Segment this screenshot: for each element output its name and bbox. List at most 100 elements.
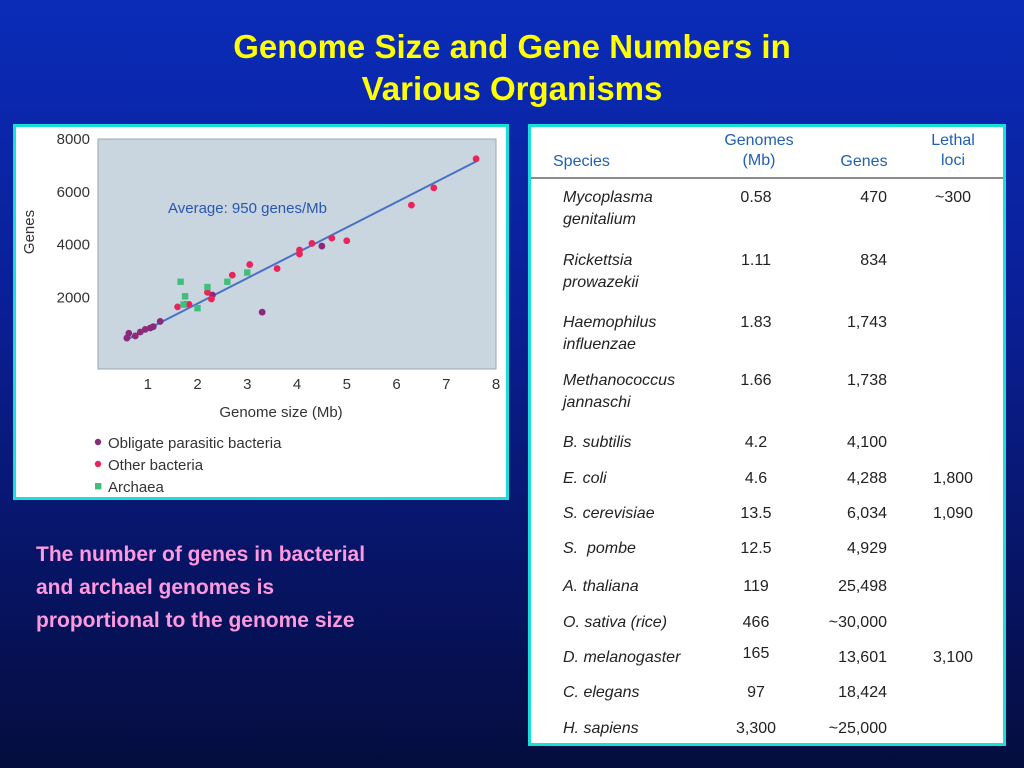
species-table: Species Genomes (Mb) Genes Lethal loci M… [528, 124, 1006, 746]
genome-size: 1.66 [740, 372, 772, 389]
species-name: C. elegans [563, 684, 640, 701]
data-point [244, 269, 251, 276]
data-point [131, 332, 139, 340]
legend-marker [94, 438, 102, 446]
x-tick-label: 5 [343, 376, 351, 393]
data-point [156, 318, 164, 325]
data-point [296, 246, 303, 254]
genome-size: 165 [742, 645, 770, 662]
caption-line-1: The number of genes in bacterial [36, 543, 366, 566]
gene-count: 18,424 [838, 684, 887, 701]
data-point [258, 308, 266, 316]
chart-panel: 1 2 3 4 5 6 7 8 2000 4000 6000 8000 Average: 950 ge… [13, 124, 509, 500]
y-axis-label: Genes [21, 210, 38, 254]
data-point [318, 242, 326, 250]
gene-count: ~30,000 [828, 614, 887, 631]
legend: Obligate parasitic bacteria Other bacteri… [94, 435, 282, 496]
caption-line-3: proportional to the genome size [36, 609, 355, 632]
data-point [228, 271, 236, 279]
data-point [472, 155, 480, 163]
x-tick-label: 2 [193, 376, 201, 393]
gene-count: 25,498 [838, 578, 887, 595]
legend-label: Obligate parasitic bacteria [108, 435, 282, 452]
data-point [328, 234, 336, 242]
lethal-loci: 1,090 [932, 505, 974, 522]
species-name: E. coli [563, 470, 607, 487]
species-name: A. thaliana [563, 578, 639, 595]
y-tick-label: 2000 [57, 290, 90, 307]
genome-size: 4.2 [744, 434, 768, 451]
gene-count: 1,743 [846, 314, 887, 331]
species-name: Mycoplasma genitalium [563, 189, 653, 228]
legend-marker [94, 460, 102, 468]
header-species: Species [553, 153, 610, 170]
species-name: D. melanogaster [563, 649, 681, 666]
header-genomes: Genomes (Mb) [711, 131, 807, 171]
gene-count: 13,601 [838, 649, 887, 666]
data-point [246, 261, 254, 268]
y-tick-label: 8000 [57, 131, 90, 148]
gene-count: 4,288 [846, 470, 887, 487]
header-genes: Genes [840, 153, 888, 170]
slide-title: Genome Size and Gene Numbers in Various … [0, 26, 1024, 110]
y-tick-label: 6000 [57, 184, 90, 201]
header-genomes-line-2: (Mb) [742, 152, 776, 169]
data-point [204, 288, 211, 296]
gene-count: 470 [860, 189, 887, 206]
genome-size: 0.58 [740, 189, 772, 206]
data-point [180, 301, 187, 308]
header-lethal-line-2: loci [940, 152, 965, 169]
lethal-loci: 1,800 [932, 470, 974, 487]
genome-size: 1.11 [741, 252, 771, 269]
x-tick-label: 8 [492, 376, 500, 393]
species-name: H. sapiens [563, 720, 639, 737]
gene-count: 6,034 [846, 505, 887, 522]
species-name: S. cerevisiae [563, 505, 655, 522]
species-name: B. subtilis [563, 434, 632, 451]
legend-marker [95, 483, 102, 490]
header-lethal-line-1: Lethal [931, 132, 975, 149]
caption-text: The number of genes in bacterial and arc… [36, 538, 506, 637]
y-tick-label: 4000 [57, 237, 90, 254]
x-tick-label: 3 [243, 376, 251, 393]
slide-title-line-2: Various Organisms [361, 70, 663, 107]
slide-title-line-1: Genome Size and Gene Numbers in [233, 28, 791, 65]
data-point [181, 293, 189, 300]
gene-count: ~25,000 [828, 720, 887, 737]
data-point [224, 278, 231, 285]
genome-size: 119 [743, 578, 769, 595]
header-genomes-line-1: Genomes [724, 132, 794, 149]
data-point [125, 329, 133, 337]
gene-count: 834 [860, 252, 887, 269]
caption-line-2: and archael genomes is [36, 576, 275, 599]
x-tick-label: 1 [144, 376, 152, 393]
data-point [308, 240, 316, 247]
data-point [273, 265, 281, 272]
x-axis-label: Genome size (Mb) [219, 404, 342, 421]
genome-size: 3,300 [735, 720, 777, 737]
data-point [430, 184, 438, 192]
data-point [194, 304, 201, 312]
x-tick-label: 6 [392, 376, 400, 393]
species-name: S. pombe [563, 540, 636, 557]
data-point [149, 323, 157, 331]
genome-size: 1.83 [740, 314, 772, 331]
data-point [343, 237, 351, 245]
species-name: O. sativa (rice) [563, 614, 668, 631]
data-point [208, 295, 215, 303]
x-tick-label: 4 [293, 376, 301, 393]
data-point [177, 278, 184, 285]
legend-label: Archaea [108, 479, 165, 496]
header-divider [531, 177, 1003, 179]
gene-count: 4,100 [846, 434, 887, 451]
gene-count: 1,738 [846, 372, 887, 389]
species-name: Rickettsia prowazekii [563, 252, 639, 291]
species-name: Methanococcus jannaschi [563, 372, 676, 411]
lethal-loci: 3,100 [932, 649, 974, 666]
genome-size: 12.5 [740, 540, 772, 557]
header-lethal-loci: Lethal loci [907, 131, 999, 171]
scatter-chart: 1 2 3 4 5 6 7 8 2000 4000 6000 8000 Average: 950 ge… [21, 131, 500, 496]
data-point [174, 303, 182, 311]
genome-size: 4.6 [744, 470, 768, 487]
species-name: Haemophilus influenzae [563, 314, 657, 353]
